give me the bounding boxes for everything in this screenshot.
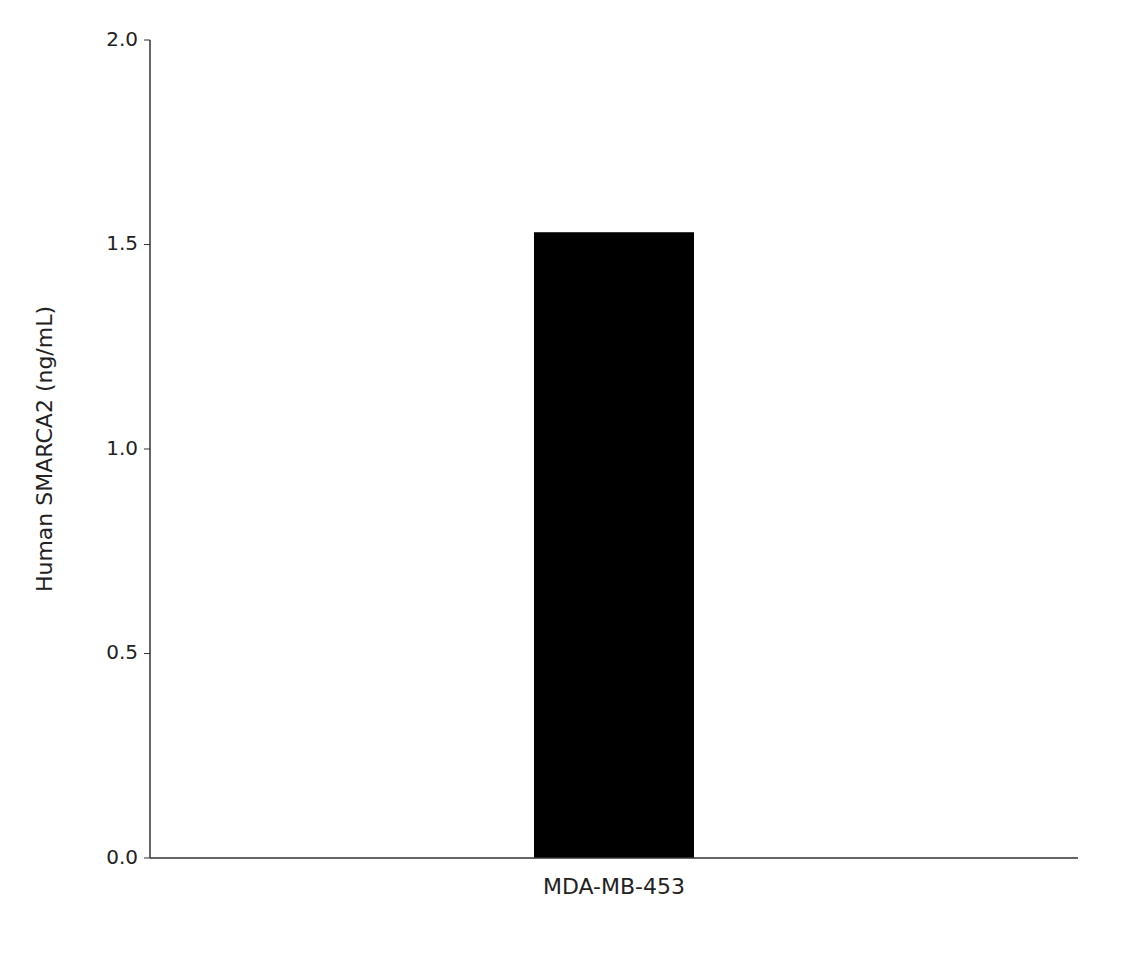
x-axis-line — [150, 857, 1078, 859]
x-tick-label: MDA-MB-453 — [543, 874, 685, 899]
bar — [534, 232, 694, 858]
y-tick-label: 1.0 — [106, 436, 138, 460]
y-tick — [144, 449, 150, 450]
y-axis-line — [149, 40, 151, 858]
y-tick — [144, 858, 150, 859]
bars — [534, 232, 694, 858]
x-axis-labels: MDA-MB-453 — [543, 874, 685, 899]
y-tick — [144, 653, 150, 654]
y-tick — [144, 244, 150, 245]
y-tick-label: 0.0 — [106, 845, 138, 869]
y-tick-label: 1.5 — [106, 231, 138, 255]
y-tick-label: 0.5 — [106, 640, 138, 664]
chart: 0.0 0.5 1.0 1.5 2.0 MDA-MB-453 Human SMARCA2 (… — [0, 0, 1128, 968]
y-tick-label: 2.0 — [106, 27, 138, 51]
chart-container: 0.0 0.5 1.0 1.5 2.0 MDA-MB-453 Human SMARCA2 (… — [0, 0, 1128, 968]
y-axis-ticks: 0.0 0.5 1.0 1.5 2.0 — [106, 27, 150, 869]
y-tick — [144, 40, 150, 41]
y-axis-title: Human SMARCA2 (ng/mL) — [32, 306, 57, 592]
